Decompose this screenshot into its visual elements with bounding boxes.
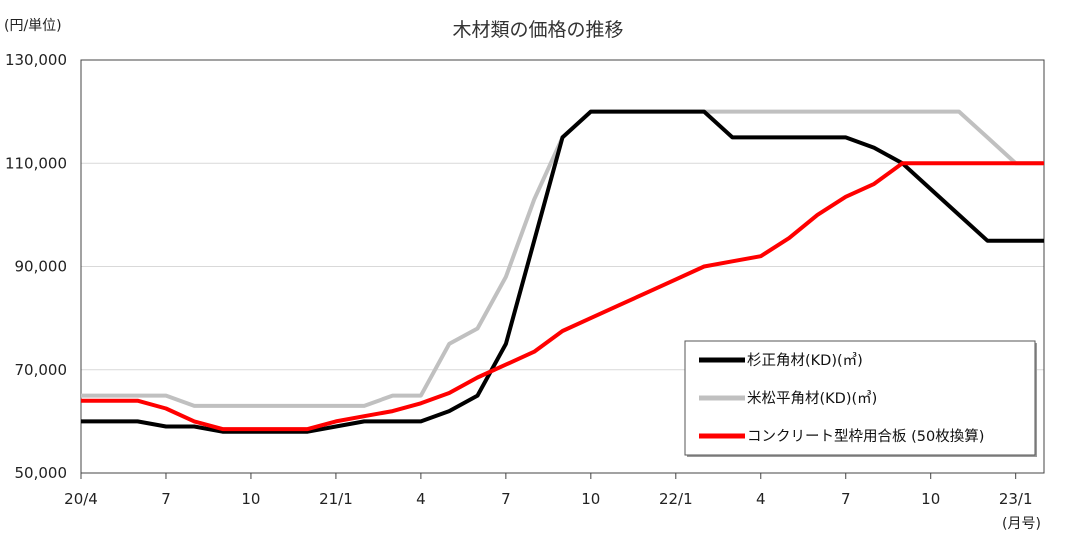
x-tick-label: 7 — [501, 490, 511, 508]
x-tick-label: 10 — [581, 490, 600, 508]
plot-area-frame — [80, 59, 1045, 474]
series-line-2 — [81, 161, 1044, 432]
y-tick-label: 90,000 — [15, 258, 68, 276]
y-tick-label: 50,000 — [15, 464, 68, 482]
series-lines — [81, 109, 1044, 434]
y-axis-unit-label: (円/単位) — [4, 18, 62, 34]
x-tick-label: 23/1 — [999, 490, 1033, 508]
legend-label-0: 杉正角材(KD)(㎥) — [747, 352, 863, 369]
x-axis-unit-label: (月号) — [1002, 516, 1041, 532]
x-tick-label: 7 — [841, 490, 851, 508]
x-tick-label: 10 — [921, 490, 940, 508]
series-line-0 — [81, 109, 1044, 434]
x-axis-ticks: 20/4 7 10 21/1 4 7 10 22/1 4 7 10 23/1 — [64, 473, 1033, 508]
legend: 杉正角材(KD)(㎥) 米松平角材(KD)(㎥) コンクリート型枠用合板 (50枚換… — [684, 340, 1037, 457]
x-tick-label: 7 — [161, 490, 171, 508]
x-tick-label: 20/4 — [64, 490, 98, 508]
y-axis-ticks: 50,000 70,000 90,000 110,000 130,000 — [5, 51, 67, 482]
y-tick-label: 110,000 — [5, 154, 67, 172]
y-tick-label: 130,000 — [5, 51, 67, 69]
x-tick-label: 22/1 — [659, 490, 693, 508]
legend-label-2: コンクリート型枠用合板 (50枚換算) — [747, 427, 984, 445]
x-tick-label: 10 — [241, 490, 260, 508]
x-tick-label: 4 — [756, 490, 766, 508]
legend-label-1: 米松平角材(KD)(㎥) — [747, 390, 877, 407]
gridlines — [81, 162, 1044, 371]
x-tick-label: 4 — [416, 490, 426, 508]
x-tick-label: 21/1 — [319, 490, 353, 508]
y-tick-label: 70,000 — [15, 361, 68, 379]
chart-title: 木材類の価格の推移 — [452, 19, 623, 41]
